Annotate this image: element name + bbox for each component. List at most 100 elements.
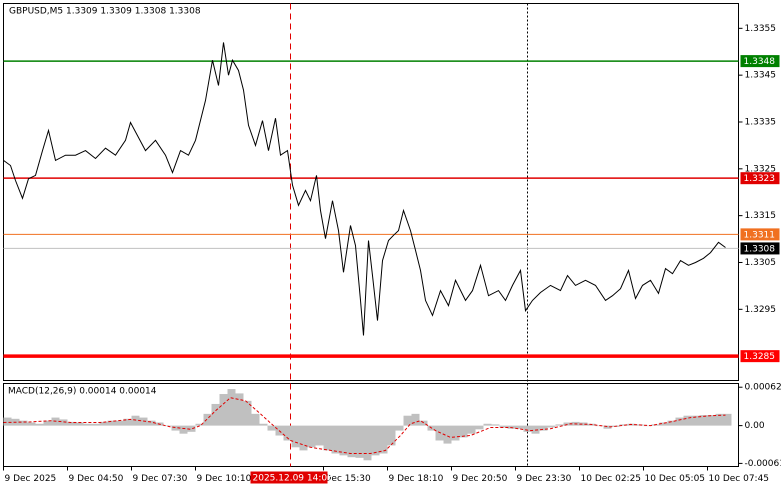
macd-bar: [555, 424, 564, 426]
price-level-label: 1.3348: [744, 57, 776, 67]
y-tick-label: 1.3335: [745, 117, 777, 127]
macd-bar: [363, 425, 372, 461]
macd-bar: [499, 425, 508, 428]
price-level-label: 1.3323: [744, 174, 776, 184]
x-tick-label: 9 Dec 2025: [5, 474, 57, 484]
macd-bar: [179, 425, 188, 434]
chart-title: GBPUSD,M5 1.3309 1.3309 1.3308 1.3308: [9, 7, 201, 17]
macd-bar: [107, 420, 116, 426]
macd-bar: [187, 425, 196, 432]
macd-bar: [139, 417, 148, 426]
macd-bar: [3, 417, 12, 426]
macd-bar: [435, 425, 444, 441]
macd-bar: [579, 422, 588, 426]
macd-bar: [147, 420, 156, 426]
x-tick-label: 10 Dec 02:25: [581, 474, 642, 484]
macd-bar: [683, 415, 692, 426]
macd-bar: [19, 420, 28, 426]
macd-bar: [659, 422, 668, 426]
macd-title: MACD(12,26,9) 0.00014 0.00014: [8, 387, 157, 397]
macd-bar: [403, 415, 412, 426]
y-tick-label: 1.3325: [745, 164, 777, 174]
macd-bar: [331, 425, 340, 454]
macd-bar: [243, 400, 252, 426]
macd-bar: [91, 423, 100, 426]
macd-bar: [299, 425, 308, 451]
y-tick-label: -0.00061: [745, 459, 781, 469]
price-level-tag: [740, 242, 780, 255]
y-tick-label: 1.3305: [745, 258, 777, 268]
y-tick-label: 1.3295: [745, 305, 777, 315]
macd-bar: [59, 419, 68, 426]
macd-bar: [667, 420, 676, 426]
x-tick-label: 9 Dec 18:10: [389, 474, 444, 484]
y-tick-label: 0.00: [745, 421, 765, 431]
macd-bar: [315, 425, 324, 446]
macd-bar: [83, 423, 92, 426]
macd-bar: [459, 425, 468, 438]
macd-bar: [123, 418, 132, 426]
price-level-tag: [740, 172, 780, 185]
macd-bar: [291, 425, 300, 448]
macd-bar: [707, 415, 716, 426]
cursor-tag: [250, 471, 328, 484]
x-tick-label: 10 Dec 05:05: [645, 474, 706, 484]
macd-bar: [339, 425, 348, 456]
macd-bar: [395, 425, 404, 431]
macd-bar: [355, 425, 364, 458]
price-level-label: 1.3311: [744, 230, 776, 240]
macd-bar: [619, 424, 628, 426]
macd-bar: [99, 421, 108, 426]
cursor-label: 2025.12.09 14:05: [253, 474, 333, 484]
macd-bar: [699, 415, 708, 426]
macd-bar: [691, 415, 700, 426]
price-level-label: 1.3285: [744, 352, 776, 362]
macd-bar: [475, 425, 484, 430]
macd-bar: [267, 425, 276, 431]
macd-bar: [547, 425, 556, 428]
macd-bar: [347, 425, 356, 458]
macd-bar: [227, 389, 236, 426]
x-tick-label: 9 Dec 23:30: [517, 474, 572, 484]
macd-bar: [171, 425, 180, 431]
macd-bar: [67, 421, 76, 426]
x-tick-label: 9 Dec 10:10: [197, 474, 252, 484]
macd-bar: [211, 403, 220, 426]
macd-bar: [467, 425, 476, 434]
macd-bar: [379, 425, 388, 454]
y-tick-label: 1.3355: [745, 24, 777, 34]
macd-bar: [259, 423, 268, 426]
macd-bar: [523, 425, 532, 432]
macd-bar: [115, 420, 124, 426]
x-tick-label: 9 Dec 04:50: [69, 474, 124, 484]
x-tick-label: 10 Dec 07:45: [709, 474, 770, 484]
macd-bar: [723, 413, 732, 426]
macd-bar: [163, 425, 172, 427]
price-level-tag: [740, 228, 780, 241]
x-tick-label: 9 Dec 20:50: [453, 474, 508, 484]
macd-bar: [483, 423, 492, 426]
macd-bar: [643, 425, 652, 427]
macd-bar: [195, 423, 204, 426]
price-level-label: 1.3308: [744, 244, 776, 254]
macd-bar: [131, 415, 140, 426]
x-tick-label: 9 Dec 07:30: [133, 474, 188, 484]
macd-bar: [283, 425, 292, 441]
macd-bar: [411, 413, 420, 426]
macd-bar: [27, 422, 36, 426]
macd-bar: [75, 422, 84, 426]
macd-bar: [251, 413, 260, 426]
macd-bar: [563, 422, 572, 426]
macd-bar: [35, 423, 44, 426]
price-line: [3, 42, 726, 336]
macd-bar: [715, 413, 724, 426]
macd-bar: [235, 393, 244, 426]
macd-bar: [371, 425, 380, 456]
y-tick-label: 0.00062: [745, 383, 781, 393]
macd-bar: [603, 425, 612, 429]
macd-bar: [323, 425, 332, 451]
macd-bar: [675, 417, 684, 426]
macd-bar: [387, 425, 396, 446]
